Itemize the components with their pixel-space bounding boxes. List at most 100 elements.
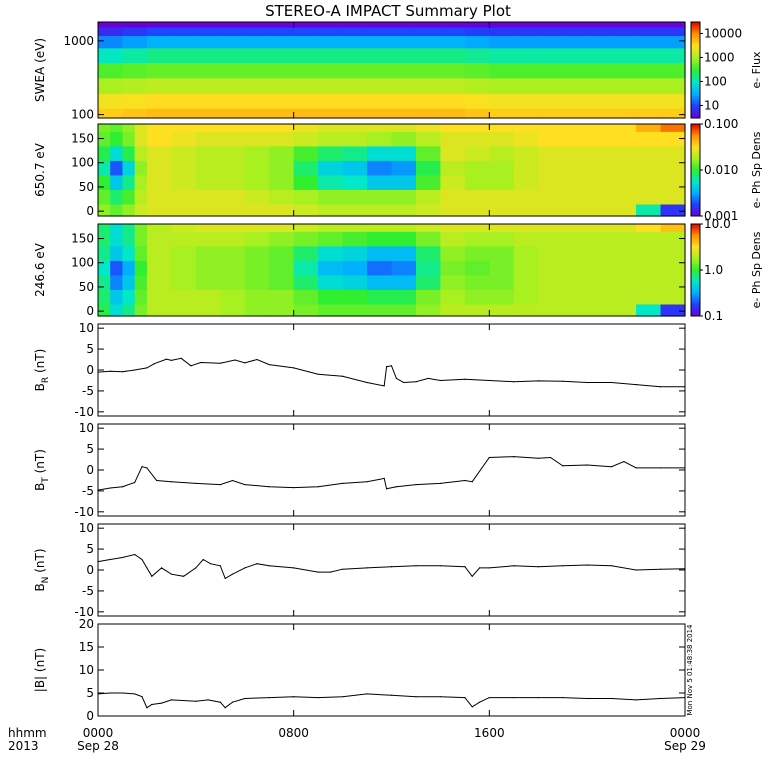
heatmap-cell [146,131,172,147]
y-tick-label: 100 [71,108,94,122]
heatmap-cell [489,47,515,64]
data-point [317,373,319,375]
heatmap-cell [562,203,588,217]
heatmap-cell [562,289,588,305]
heatmap-cell [134,131,148,147]
heatmap-cell [538,77,564,95]
heatmap-cell [98,174,111,190]
heatmap-cell [538,174,564,190]
heatmap-cell [98,131,111,147]
heatmap-cell [122,245,136,261]
heatmap-cell [513,47,539,64]
heatmap-cell [660,131,686,147]
heatmap-cell [244,189,270,205]
heatmap-cell [293,22,319,28]
y-tick-label: 1000 [63,34,94,48]
heatmap-cell [562,124,588,132]
heatmap-cell [342,160,368,176]
heatmap-cell [134,203,148,217]
heatmap-cell [220,203,246,217]
heatmap-cell [440,77,466,95]
y-axis-label: BR (nT) [33,349,51,392]
plot-frame-3 [97,323,686,417]
data-point [141,696,143,698]
heatmap-cell [489,26,515,37]
data-point [151,575,153,577]
heatmap-cell [110,145,124,161]
heatmap-cell [171,22,197,28]
heatmap-cell [171,231,197,247]
heatmap-cell [391,108,417,119]
data-point [464,479,466,482]
panel-br: -10 -5 0 5 10 BR (nT) [33,321,686,419]
heatmap-cell [513,93,539,109]
heatmap-cell [146,274,172,290]
heatmap-cell [464,131,490,147]
colorbar-tick-label: 0.1 [704,309,723,323]
heatmap-cell [587,145,613,161]
heatmap-cell [611,124,637,132]
y-tick-label: 0 [86,563,94,577]
heatmap-cell [342,62,368,79]
heatmap-cell [391,62,417,79]
heatmap-cell [611,77,637,95]
heatmap-cell [489,124,515,132]
heatmap-cell [636,203,662,217]
heatmap-cell [110,160,124,176]
data-point [513,456,515,458]
data-point [635,569,637,571]
heatmap-cell [587,131,613,147]
heatmap-cell [293,62,319,79]
data-point [134,369,136,371]
data-point [513,565,515,567]
heatmap-cell [293,108,319,119]
heatmap-cell [538,145,564,161]
heatmap-cell [562,224,588,232]
heatmap-cell [269,131,295,147]
data-point [109,487,111,489]
heatmap-cell [342,245,368,261]
heatmap-cell [513,189,539,205]
heatmap-cell [636,289,662,305]
data-point [471,481,473,483]
heatmap-cell [440,22,466,28]
heatmap-cell [464,231,490,247]
heatmap-cell [391,203,417,217]
heatmap-cell [464,35,490,49]
heatmap-cell [220,289,246,305]
heatmap-cell [110,245,124,261]
heatmap-cell [587,160,613,176]
x-date-label: Sep 29 [664,739,706,753]
heatmap-cell [195,224,221,232]
data-point [153,363,155,365]
heatmap-cell [293,260,319,276]
heatmap-cell [318,174,344,190]
heatmap-cell [587,174,613,190]
data-point [439,565,442,567]
heatmap-cell [562,22,588,28]
heatmap-cell [318,47,344,64]
heatmap-cell [415,174,442,190]
heatmap-cell [415,260,442,276]
heatmap-cell [660,22,686,28]
y-axis-label-unit: (nT) [33,548,47,576]
data-point [659,568,662,570]
heatmap-cell [318,203,344,217]
panel-pad246: 0 50 100 150 246.6 eV 0.1 1.0 10.0 e- Ph Sp Dens [33,217,763,323]
heatmap-cell [293,47,319,64]
heatmap-cell [367,203,393,217]
heatmap-cell [611,274,637,290]
heatmap-cell [146,77,172,95]
panel-bmag: 0 5 10 15 20 |B| (nT) [33,617,686,723]
y-tick-label: 100 [71,156,94,170]
heatmap-cell [342,174,368,190]
heatmap-cell [489,289,515,305]
heatmap-cell [269,303,295,317]
heatmap-cell [269,108,295,119]
heatmap-cell [415,224,442,232]
colorbar-tick-label: 100 [704,74,727,88]
heatmap-cell [513,131,539,147]
heatmap-cell [171,203,197,217]
